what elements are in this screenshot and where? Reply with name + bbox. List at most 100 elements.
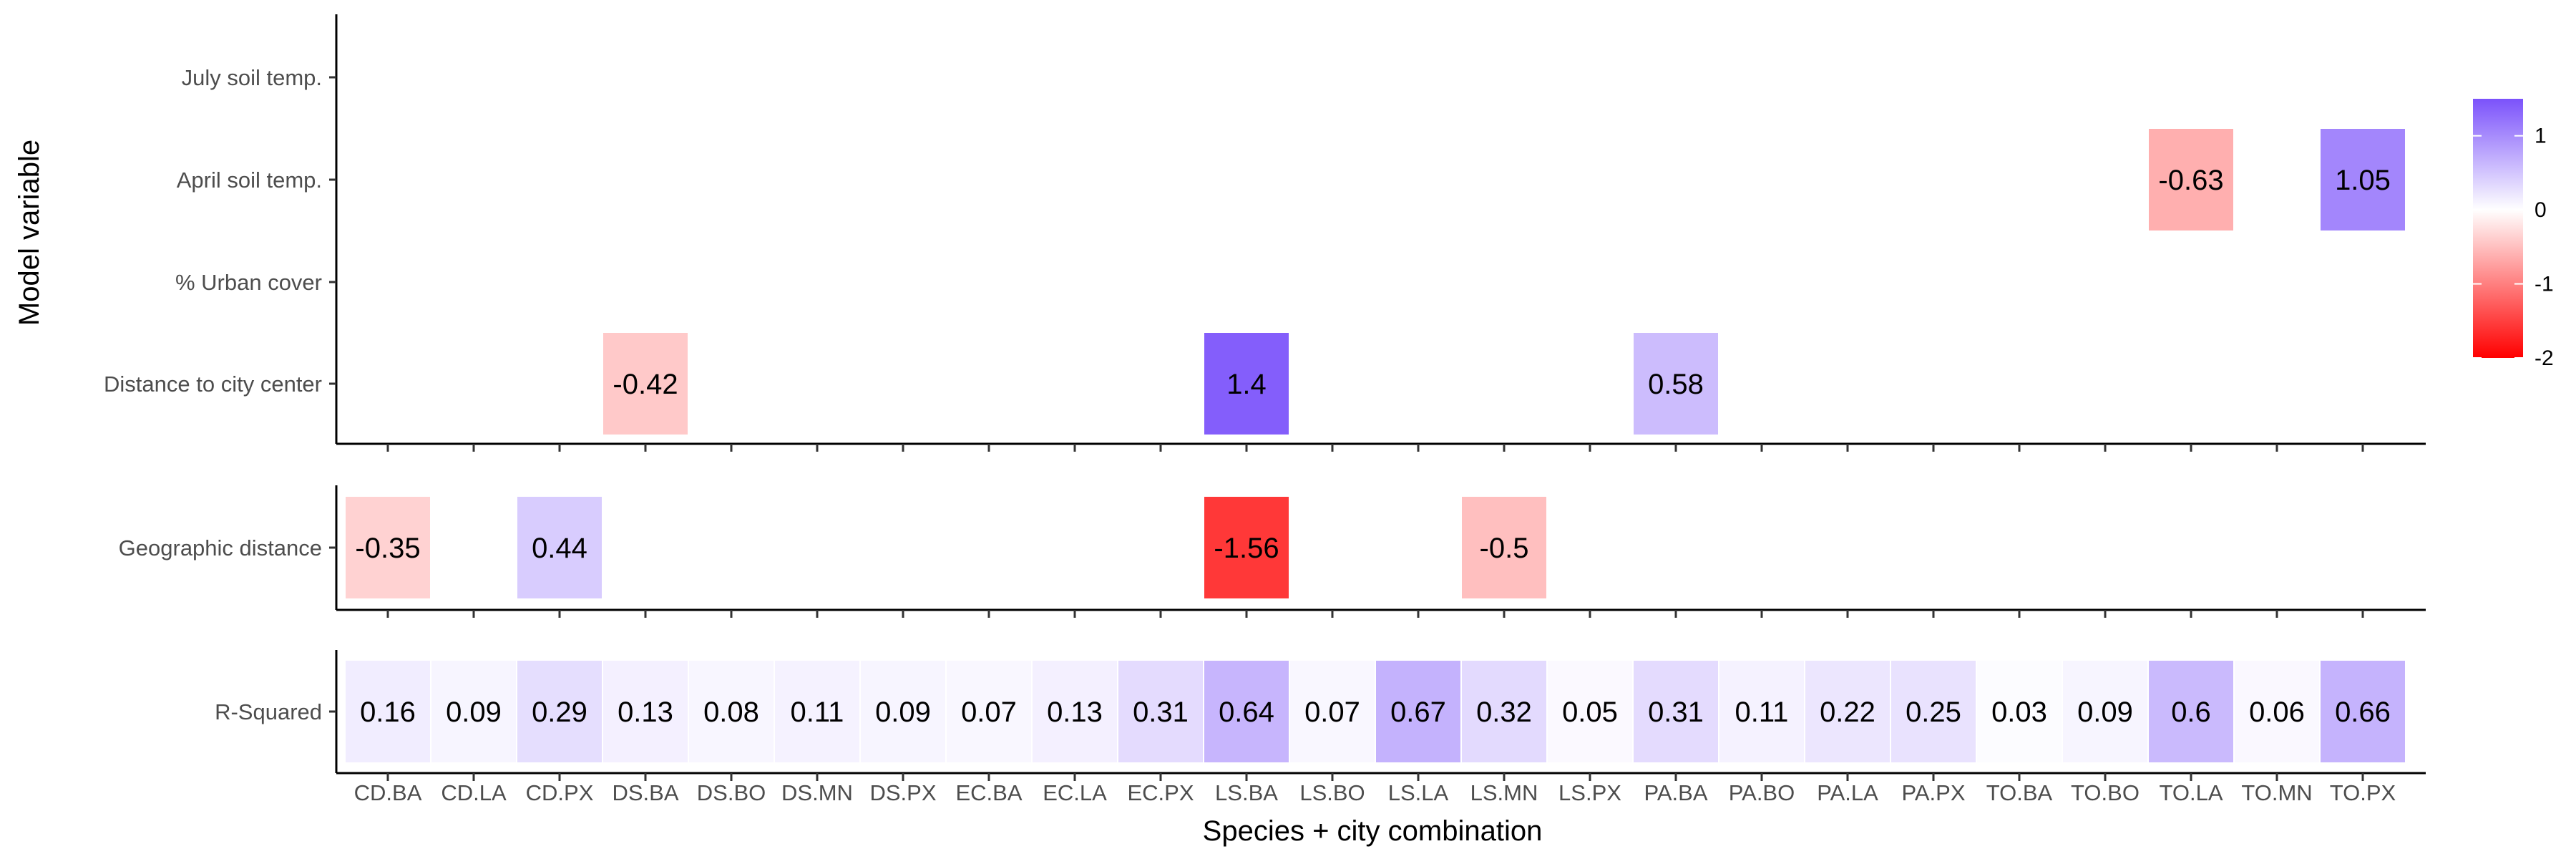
x-tick-label: TO.MN bbox=[2241, 780, 2312, 805]
heatmap-cell bbox=[2321, 129, 2405, 230]
x-tick-label: LS.BA bbox=[1215, 780, 1278, 805]
heatmap-cell bbox=[1548, 661, 1632, 762]
x-tick-label: DS.BO bbox=[697, 780, 766, 805]
heatmap-cell bbox=[1376, 661, 1460, 762]
cell-value-label: 0.44 bbox=[532, 533, 587, 564]
y-tick-label: % Urban cover bbox=[175, 270, 322, 295]
cell-value-label: 0.08 bbox=[703, 697, 759, 728]
cell-value-label: 0.32 bbox=[1476, 697, 1532, 728]
cell-value-label: 0.58 bbox=[1648, 369, 1704, 400]
x-axis-title: Species + city combination bbox=[1203, 815, 1543, 847]
x-tick-label: PA.BO bbox=[1729, 780, 1795, 805]
cell-value-label: -0.5 bbox=[1480, 533, 1529, 564]
x-tick-label: PA.LA bbox=[1817, 780, 1878, 805]
cell-value-label: 0.64 bbox=[1219, 697, 1274, 728]
cell-value-label: 0.13 bbox=[618, 697, 673, 728]
cell-value-label: 1.4 bbox=[1226, 369, 1267, 400]
x-tick-label: DS.PX bbox=[869, 780, 936, 805]
cell-value-label: -1.56 bbox=[1214, 533, 1279, 564]
heatmap-cell bbox=[861, 661, 945, 762]
y-tick-label: Distance to city center bbox=[104, 372, 322, 397]
heatmap-cell bbox=[346, 497, 430, 598]
heatmap-cell bbox=[1204, 661, 1289, 762]
x-tick-label: EC.PX bbox=[1127, 780, 1194, 805]
heatmap-cell bbox=[1891, 661, 1976, 762]
heatmap-cell bbox=[2149, 129, 2233, 230]
cell-value-label: 0.16 bbox=[360, 697, 416, 728]
heatmap-cell bbox=[1977, 661, 2062, 762]
heatmap-cell bbox=[2149, 661, 2233, 762]
x-tick-label: CD.PX bbox=[526, 780, 594, 805]
x-tick-label: CD.BA bbox=[354, 780, 422, 805]
cell-value-label: 0.25 bbox=[1906, 697, 1961, 728]
cell-value-label: 0.29 bbox=[532, 697, 587, 728]
cell-value-label: 0.13 bbox=[1047, 697, 1103, 728]
x-tick-label: PA.BA bbox=[1644, 780, 1707, 805]
cell-value-label: 1.05 bbox=[2335, 165, 2391, 196]
heatmap-cell bbox=[1290, 661, 1375, 762]
cell-value-label: -0.63 bbox=[2158, 165, 2223, 196]
heatmap-cell bbox=[1462, 497, 1546, 598]
heatmap-cell bbox=[603, 333, 688, 435]
cell-value-label: 0.07 bbox=[961, 697, 1017, 728]
cell-value-label: 0.11 bbox=[1735, 697, 1789, 728]
x-tick-label: TO.BA bbox=[1986, 780, 2053, 805]
cell-value-label: 0.05 bbox=[1562, 697, 1618, 728]
cell-value-label: -0.42 bbox=[613, 369, 678, 400]
heatmap-cell bbox=[517, 661, 602, 762]
panels-group: -0.63 1.05 -0.42 1.4 0.58 July soil temp. Apri… bbox=[104, 14, 2426, 805]
heatmap-cell bbox=[1805, 661, 1890, 762]
legend-tick-label: 1 bbox=[2534, 125, 2547, 148]
heatmap-cell bbox=[1634, 333, 1718, 435]
y-tick-label: April soil temp. bbox=[177, 168, 322, 193]
x-tick-labels: CD.BA CD.LA CD.PX DS.BA DS.BO DS.MN DS.PX EC.BA… bbox=[354, 780, 2396, 805]
heatmap-cell bbox=[517, 497, 602, 598]
x-tick-label: CD.LA bbox=[441, 780, 507, 805]
x-tick-label: EC.BA bbox=[955, 780, 1022, 805]
cell-value-label: 0.06 bbox=[2249, 697, 2305, 728]
cell-value-label: 0.6 bbox=[2171, 697, 2211, 728]
cell-value-label: 0.07 bbox=[1304, 697, 1360, 728]
cell-value-label: 0.09 bbox=[875, 697, 931, 728]
cell-value-label: 0.31 bbox=[1133, 697, 1189, 728]
heatmap-cell bbox=[2063, 661, 2147, 762]
cell-value-label: 0.66 bbox=[2335, 697, 2391, 728]
panel-1: -0.63 1.05 -0.42 1.4 0.58 July soil temp. Apri… bbox=[104, 14, 2426, 452]
heatmap-cell bbox=[775, 661, 859, 762]
heatmap-cell bbox=[1204, 497, 1289, 598]
x-tick-label: EC.LA bbox=[1043, 780, 1107, 805]
y-tick-label: July soil temp. bbox=[182, 65, 322, 90]
heatmap-cell bbox=[1634, 661, 1718, 762]
x-tick-label: LS.BO bbox=[1299, 780, 1365, 805]
heatmap-cell bbox=[2321, 661, 2405, 762]
cell-value-label: 0.67 bbox=[1390, 697, 1446, 728]
heatmap-cell bbox=[346, 661, 430, 762]
x-tick-label: PA.PX bbox=[1901, 780, 1965, 805]
heatmap-cell bbox=[1118, 661, 1203, 762]
heatmap-cell bbox=[947, 661, 1031, 762]
x-tick-label: TO.BO bbox=[2071, 780, 2140, 805]
x-tick-label: DS.BA bbox=[612, 780, 678, 805]
x-tick-label: TO.PX bbox=[2330, 780, 2396, 805]
cell-value-label: 0.09 bbox=[2077, 697, 2133, 728]
heatmap-cell bbox=[603, 661, 688, 762]
x-tick-label: LS.PX bbox=[1558, 780, 1621, 805]
x-tick-label: LS.MN bbox=[1470, 780, 1538, 805]
legend-tick-label: 0 bbox=[2534, 198, 2547, 222]
heatmap-cell bbox=[1204, 333, 1289, 435]
heatmap-cell bbox=[2235, 661, 2319, 762]
x-tick-label: TO.LA bbox=[2159, 780, 2223, 805]
legend-tick-label: -1 bbox=[2534, 273, 2554, 296]
legend-tick-label: -2 bbox=[2534, 346, 2554, 370]
cell-value-label: 0.09 bbox=[446, 697, 502, 728]
heatmap-cell bbox=[689, 661, 774, 762]
heatmap-cell bbox=[1719, 661, 1804, 762]
cell-value-label: 0.03 bbox=[1991, 697, 2047, 728]
heatmap-cell bbox=[1033, 661, 1117, 762]
panel-3: 0.16 0.09 0.29 0.13 0.08 0.11 0.09 0.07 0.13 0.31… bbox=[215, 650, 2426, 781]
heatmap-cell bbox=[1462, 661, 1546, 762]
x-tick-label: LS.LA bbox=[1388, 780, 1449, 805]
panel-2: -0.35 0.44 -1.56 -0.5 Geographic distance bbox=[119, 485, 2426, 618]
heatmap-cell bbox=[431, 661, 516, 762]
y-tick-label: R-Squared bbox=[215, 699, 322, 724]
